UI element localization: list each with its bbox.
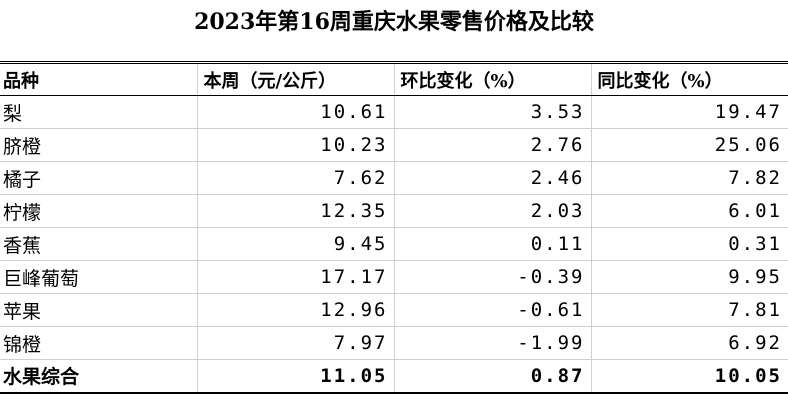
- column-header: 同比变化（%）: [590, 61, 788, 96]
- table-row: 脐橙 10.23 2.76 25.06: [0, 128, 788, 162]
- title: 2023年第16周重庆水果零售价格及比较: [194, 9, 594, 35]
- value-cell: 10.61: [196, 95, 394, 129]
- value-cell: 7.82: [590, 161, 788, 195]
- table-row: 苹果 12.96 -0.61 7.81: [0, 293, 788, 327]
- value-cell: -0.61: [393, 293, 591, 327]
- variety-cell: 梨: [0, 95, 197, 129]
- table-row: 梨 10.61 3.53 19.47: [0, 95, 788, 129]
- value-cell: 10.23: [196, 128, 394, 162]
- table-row: 锦橙 7.97 -1.99 6.92: [0, 326, 788, 360]
- table-row: 香蕉 9.45 0.11 0.31: [0, 227, 788, 261]
- value-cell: 12.96: [196, 293, 394, 327]
- value-cell: 9.95: [590, 260, 788, 294]
- column-header: 环比变化（%）: [393, 61, 591, 96]
- value-cell: 7.97: [196, 326, 394, 360]
- value-cell: 2.76: [393, 128, 591, 162]
- table-row: 巨峰葡萄 17.17 -0.39 9.95: [0, 260, 788, 294]
- variety-cell: 苹果: [0, 293, 197, 327]
- total-value: 0.87: [393, 359, 591, 394]
- variety-cell: 脐橙: [0, 128, 197, 162]
- value-cell: -0.39: [393, 260, 591, 294]
- value-cell: 0.31: [590, 227, 788, 261]
- header-row: 品种 本周（元/公斤） 环比变化（%） 同比变化（%）: [0, 61, 788, 96]
- value-cell: 17.17: [196, 260, 394, 294]
- value-cell: 0.11: [393, 227, 591, 261]
- table-row: 柠檬 12.35 2.03 6.01: [0, 194, 788, 228]
- value-cell: 2.46: [393, 161, 591, 195]
- variety-cell: 巨峰葡萄: [0, 260, 197, 294]
- total-label: 水果综合: [0, 359, 197, 394]
- value-cell: 6.92: [590, 326, 788, 360]
- value-cell: 25.06: [590, 128, 788, 162]
- value-cell: 2.03: [393, 194, 591, 228]
- variety-cell: 柠檬: [0, 194, 197, 228]
- value-cell: 3.53: [393, 95, 591, 129]
- value-cell: 9.45: [196, 227, 394, 261]
- value-cell: 7.62: [196, 161, 394, 195]
- value-cell: 7.81: [590, 293, 788, 327]
- value-cell: 6.01: [590, 194, 788, 228]
- column-header: 品种: [0, 61, 197, 96]
- variety-cell: 香蕉: [0, 227, 197, 261]
- total-value: 11.05: [196, 359, 394, 394]
- total-value: 10.05: [590, 359, 788, 394]
- price-table: 品种 本周（元/公斤） 环比变化（%） 同比变化（%）梨 10.61 3.53 19.47 脐…: [0, 61, 788, 394]
- value-cell: -1.99: [393, 326, 591, 360]
- table-row: 橘子 7.62 2.46 7.82: [0, 161, 788, 195]
- total-row: 水果综合 11.05 0.87 10.05: [0, 359, 788, 394]
- column-header: 本周（元/公斤）: [196, 61, 394, 96]
- value-cell: 12.35: [196, 194, 394, 228]
- variety-cell: 锦橙: [0, 326, 197, 360]
- variety-cell: 橘子: [0, 161, 197, 195]
- value-cell: 19.47: [590, 95, 788, 129]
